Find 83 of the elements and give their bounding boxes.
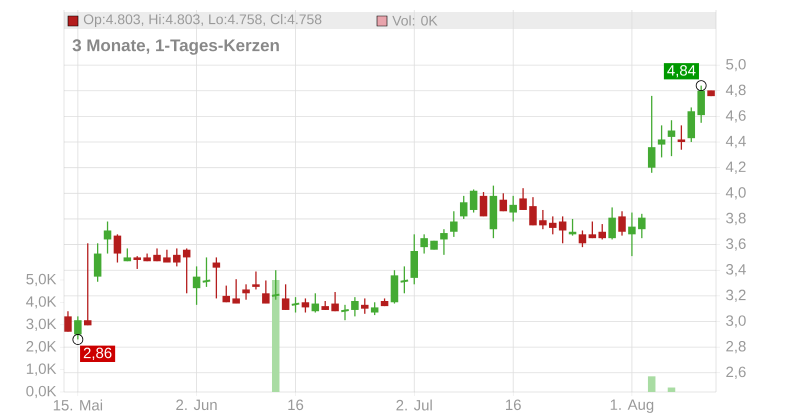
candlestick <box>588 220 596 239</box>
text: 3 Monate, 1-Tages-Kerzen <box>72 39 279 55</box>
candlestick <box>312 292 320 314</box>
candlestick <box>84 242 92 326</box>
candlestick <box>558 216 566 244</box>
candlestick <box>163 249 171 264</box>
candlestick <box>509 195 517 222</box>
y-tick-label: 3,0 <box>726 315 746 328</box>
y-tick-label: 4,4 <box>726 136 746 148</box>
annotation: 4,84 <box>667 65 696 78</box>
candlestick <box>578 230 586 248</box>
y-tick-label: 4,0 <box>726 187 746 200</box>
candlestick <box>94 242 102 282</box>
candlestick <box>351 296 359 318</box>
y2-tick-label: 3,0K <box>26 318 56 331</box>
candlestick <box>440 228 448 256</box>
annotation: Vol: 0K <box>392 15 438 26</box>
candlestick <box>212 256 220 300</box>
candlestick <box>549 216 557 235</box>
candlestick <box>668 120 676 157</box>
y2-tick-label: 5,0K <box>26 274 56 286</box>
x-tick-label: 2. Jun <box>176 400 217 410</box>
x-tick-label: 15. Mai <box>54 400 102 410</box>
y-tick-label: 5,0 <box>726 58 746 72</box>
candlestick <box>420 234 428 254</box>
candlestick <box>242 284 250 300</box>
candlestick <box>133 255 141 270</box>
candlestick <box>460 195 468 220</box>
candlestick <box>678 124 686 150</box>
candlestick <box>608 206 616 240</box>
candlestick <box>252 270 260 290</box>
candlestick <box>480 191 488 218</box>
candlestick <box>173 248 181 268</box>
candlestick <box>361 298 369 314</box>
annotation: Op:4.803, Hi:4.803, Lo:4.758, Cl:4.758 <box>84 14 322 27</box>
candlestick <box>331 291 339 312</box>
y-tick-label: 2,8 <box>726 340 746 354</box>
candlestick <box>638 213 646 239</box>
candlestick <box>618 210 626 236</box>
annotation: 2,86 <box>84 348 112 360</box>
candlestick <box>232 278 240 304</box>
y-tick-label: 3,6 <box>726 238 746 251</box>
y-tick-label: 2,6 <box>726 366 746 379</box>
candlestick <box>658 124 666 158</box>
candlestick <box>539 209 547 230</box>
candlestick <box>124 248 132 262</box>
candlestick <box>470 188 478 214</box>
bar <box>272 280 280 392</box>
candlestick <box>192 266 200 306</box>
candlestick <box>370 302 378 316</box>
bar <box>648 376 656 392</box>
y-tick-label: 4,2 <box>726 161 746 174</box>
x-tick-label: 2. Jul <box>396 400 432 410</box>
candlestick <box>104 220 112 254</box>
candlestick <box>282 284 290 311</box>
x-tick-label: 1. Aug <box>610 400 654 413</box>
candlestick <box>153 248 161 262</box>
y-tick-label: 3,2 <box>726 290 746 302</box>
y2-tick-label: 0,0K <box>26 386 56 398</box>
x-tick-label: 16 <box>288 400 304 410</box>
candlestick <box>262 280 270 304</box>
candlestick <box>648 95 656 174</box>
y2-tick-label: 1,0K <box>26 363 56 376</box>
candlestick <box>628 212 636 257</box>
y-tick-label: 3,8 <box>726 212 746 226</box>
y-tick-label: 4,8 <box>726 84 746 97</box>
x-tick-label: 16 <box>506 400 521 410</box>
y-tick-label: 3,4 <box>726 264 746 276</box>
candlestick <box>598 223 606 240</box>
candlestick <box>568 218 576 236</box>
y2-tick-label: 4,0K <box>26 296 56 309</box>
candlestick <box>302 298 310 314</box>
y2-tick-label: 2,0K <box>26 341 56 354</box>
candlestick <box>500 192 508 212</box>
candlestick <box>64 310 72 332</box>
candlestick <box>222 284 230 303</box>
candlestick <box>450 210 458 238</box>
candlestick <box>114 234 122 264</box>
candlestick <box>529 196 537 226</box>
bar <box>668 388 676 392</box>
candlestick <box>519 188 527 211</box>
candlestick <box>182 248 190 294</box>
y-tick-label: 4,6 <box>726 110 746 123</box>
